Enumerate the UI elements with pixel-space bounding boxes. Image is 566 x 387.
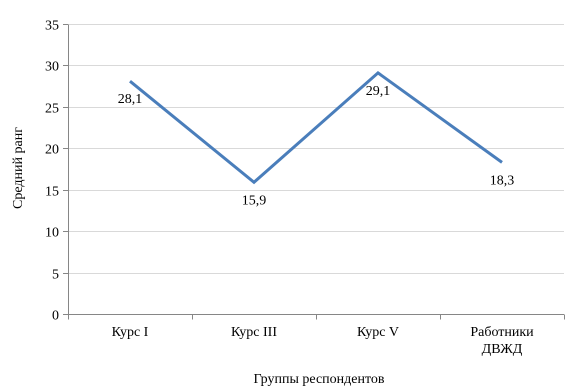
x-tick-label: Курс III — [231, 325, 277, 340]
data-labels: 28,1 15,9 29,1 18,3 — [118, 84, 515, 208]
y-tick-label: 15 — [45, 185, 59, 200]
data-label: 18,3 — [490, 173, 515, 188]
data-label: 15,9 — [242, 193, 267, 208]
y-axis-title: Средний ранг — [11, 127, 26, 209]
x-tick-labels: Курс I Курс III Курс V Работники ДВЖД — [112, 325, 535, 357]
y-tick-label: 5 — [52, 268, 59, 283]
y-tick-label: 25 — [45, 102, 59, 117]
series — [129, 70, 503, 185]
data-label: 29,1 — [366, 84, 391, 99]
x-tick-label: Работники ДВЖД — [470, 325, 534, 357]
x-axis-title: Группы респондентов — [253, 372, 384, 387]
series-line — [129, 70, 503, 185]
x-tick-label: Курс V — [357, 325, 399, 340]
y-tick-labels: 0 5 10 15 20 25 30 35 — [45, 19, 59, 324]
y-tick-label: 0 — [52, 309, 59, 324]
y-tick-label: 35 — [45, 19, 59, 34]
x-tick-label: Курс I — [112, 325, 149, 340]
gridlines — [68, 24, 564, 274]
axes — [63, 24, 565, 320]
data-label: 28,1 — [118, 92, 143, 107]
y-tick-label: 10 — [45, 226, 59, 241]
y-tick-label: 30 — [45, 60, 59, 75]
y-tick-label: 20 — [45, 143, 59, 158]
